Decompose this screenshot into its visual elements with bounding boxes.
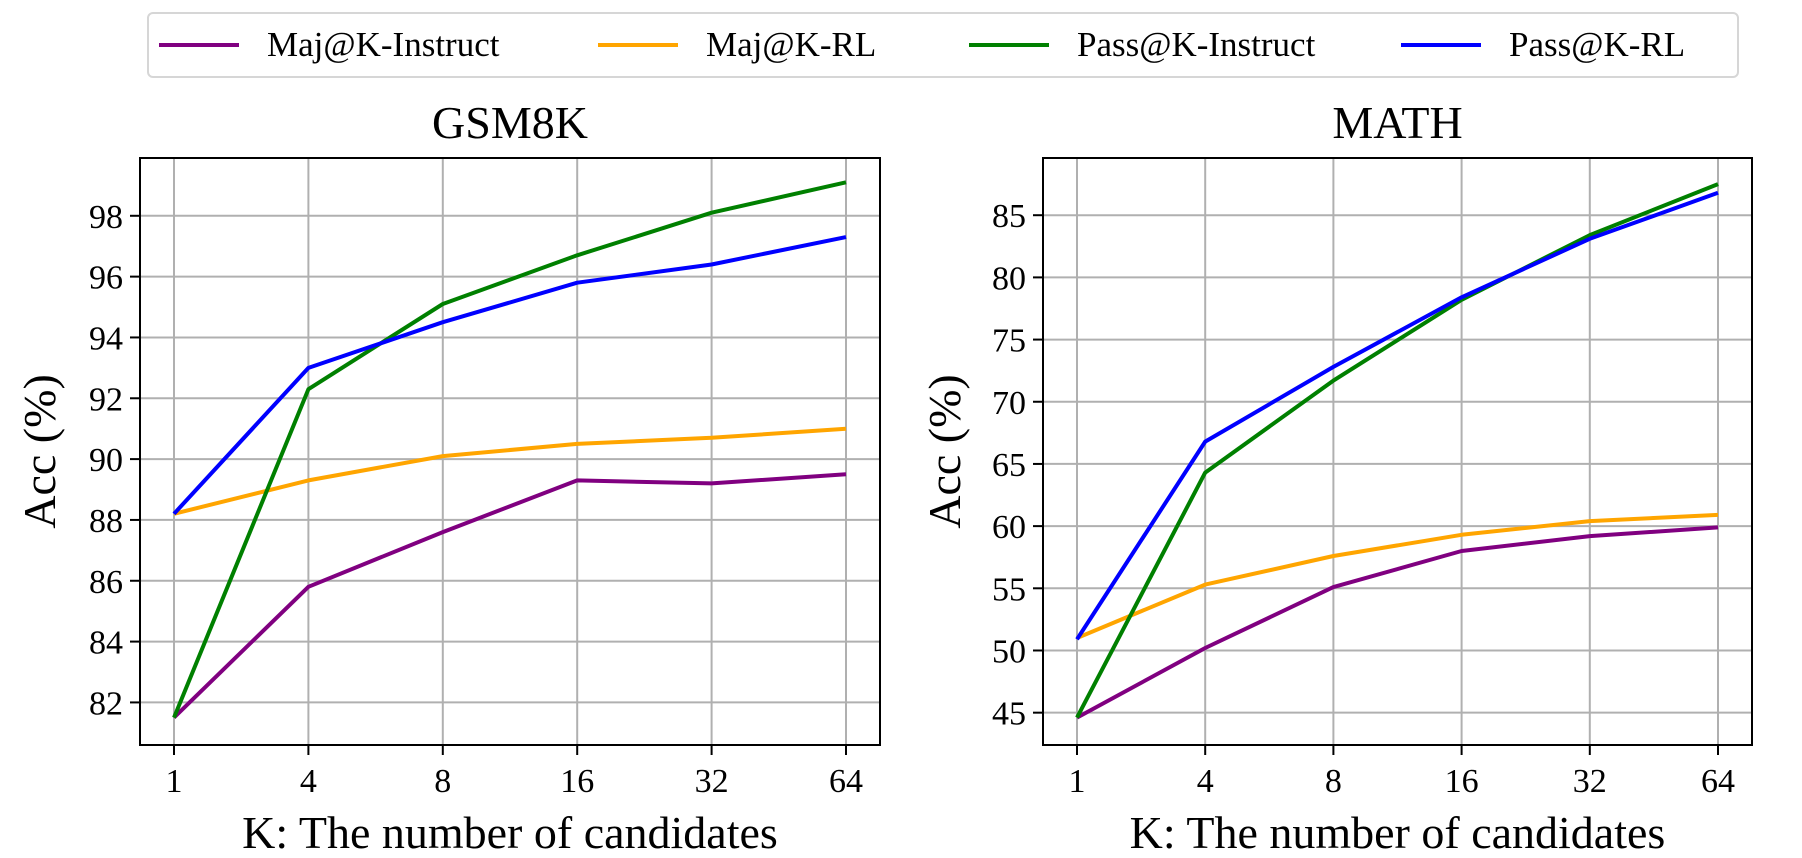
y-tick-label: 75 [992,323,1026,360]
x-tick-label: 64 [1701,763,1735,800]
legend-swatch [1401,43,1481,47]
chart-title: GSM8K [432,97,588,148]
legend-swatch [159,43,239,47]
y-tick-label: 60 [992,509,1026,546]
legend: Maj@K-Instruct Maj@K-RL Pass@K-Instruct Pas… [147,12,1739,78]
x-axis-label: K: The number of candidates [242,807,778,858]
series-line-2 [172,180,847,719]
y-tick-label: 86 [89,564,123,601]
plot-frame [1042,157,1753,746]
legend-label: Maj@K-RL [706,25,877,64]
x-tick-label: 4 [1197,763,1214,800]
x-tick-label: 64 [829,763,863,800]
y-tick-label: 70 [992,385,1026,422]
y-tick-label: 88 [89,503,123,540]
series-line-0 [1076,525,1719,720]
series-line-3 [1075,190,1719,641]
y-tick-label: 65 [992,447,1026,484]
x-tick-label: 1 [1069,763,1086,800]
x-tick-label: 16 [1445,763,1479,800]
x-tick-label: 32 [695,763,729,800]
legend-item: Maj@K-RL [598,14,876,76]
series-line-3 [172,235,847,516]
legend-item: Maj@K-Instruct [159,14,499,76]
chart-title: MATH [1332,97,1462,148]
y-tick-label: 45 [992,696,1026,733]
x-tick-label: 8 [434,763,451,800]
chart-panel-1: 1 4 8 16 32 64 45 50 55 60 65 70 75 80 85 MATH K: The nu… [919,97,1753,858]
y-tick-label: 84 [89,625,123,662]
y-tick-label: 55 [992,571,1026,608]
x-tick-label: 4 [300,763,317,800]
y-axis-label: Acc (%) [14,374,65,529]
x-tick-label: 16 [560,763,594,800]
y-tick-label: 50 [992,633,1026,670]
y-tick-label: 98 [89,199,123,236]
series-line-1 [1076,512,1719,640]
y-tick-label: 85 [992,198,1026,235]
x-tick-label: 1 [166,763,183,800]
y-axis-label: Acc (%) [919,374,970,529]
legend-item: Pass@K-RL [1401,14,1685,76]
legend-label: Pass@K-RL [1509,25,1686,64]
x-tick-label: 32 [1573,763,1607,800]
y-tick-label: 94 [89,320,123,357]
series-line-0 [172,472,847,720]
y-tick-label: 90 [89,442,123,479]
legend-label: Pass@K-Instruct [1077,25,1316,64]
chart-panel-0: 1 4 8 16 32 64 82 84 86 88 90 92 94 96 98 GSM8K K: The n… [14,97,881,858]
series-line-2 [1075,182,1719,719]
y-tick-label: 82 [89,685,123,722]
y-tick-label: 92 [89,381,123,418]
x-tick-label: 8 [1325,763,1342,800]
y-tick-label: 96 [89,260,123,297]
x-axis-label: K: The number of candidates [1130,807,1666,858]
y-tick-label: 80 [992,260,1026,297]
series-line-1 [173,426,847,516]
legend-swatch [969,43,1049,47]
plot-frame [139,157,881,746]
legend-item: Pass@K-Instruct [969,14,1315,76]
legend-swatch [598,43,678,47]
legend-label: Maj@K-Instruct [267,25,500,64]
